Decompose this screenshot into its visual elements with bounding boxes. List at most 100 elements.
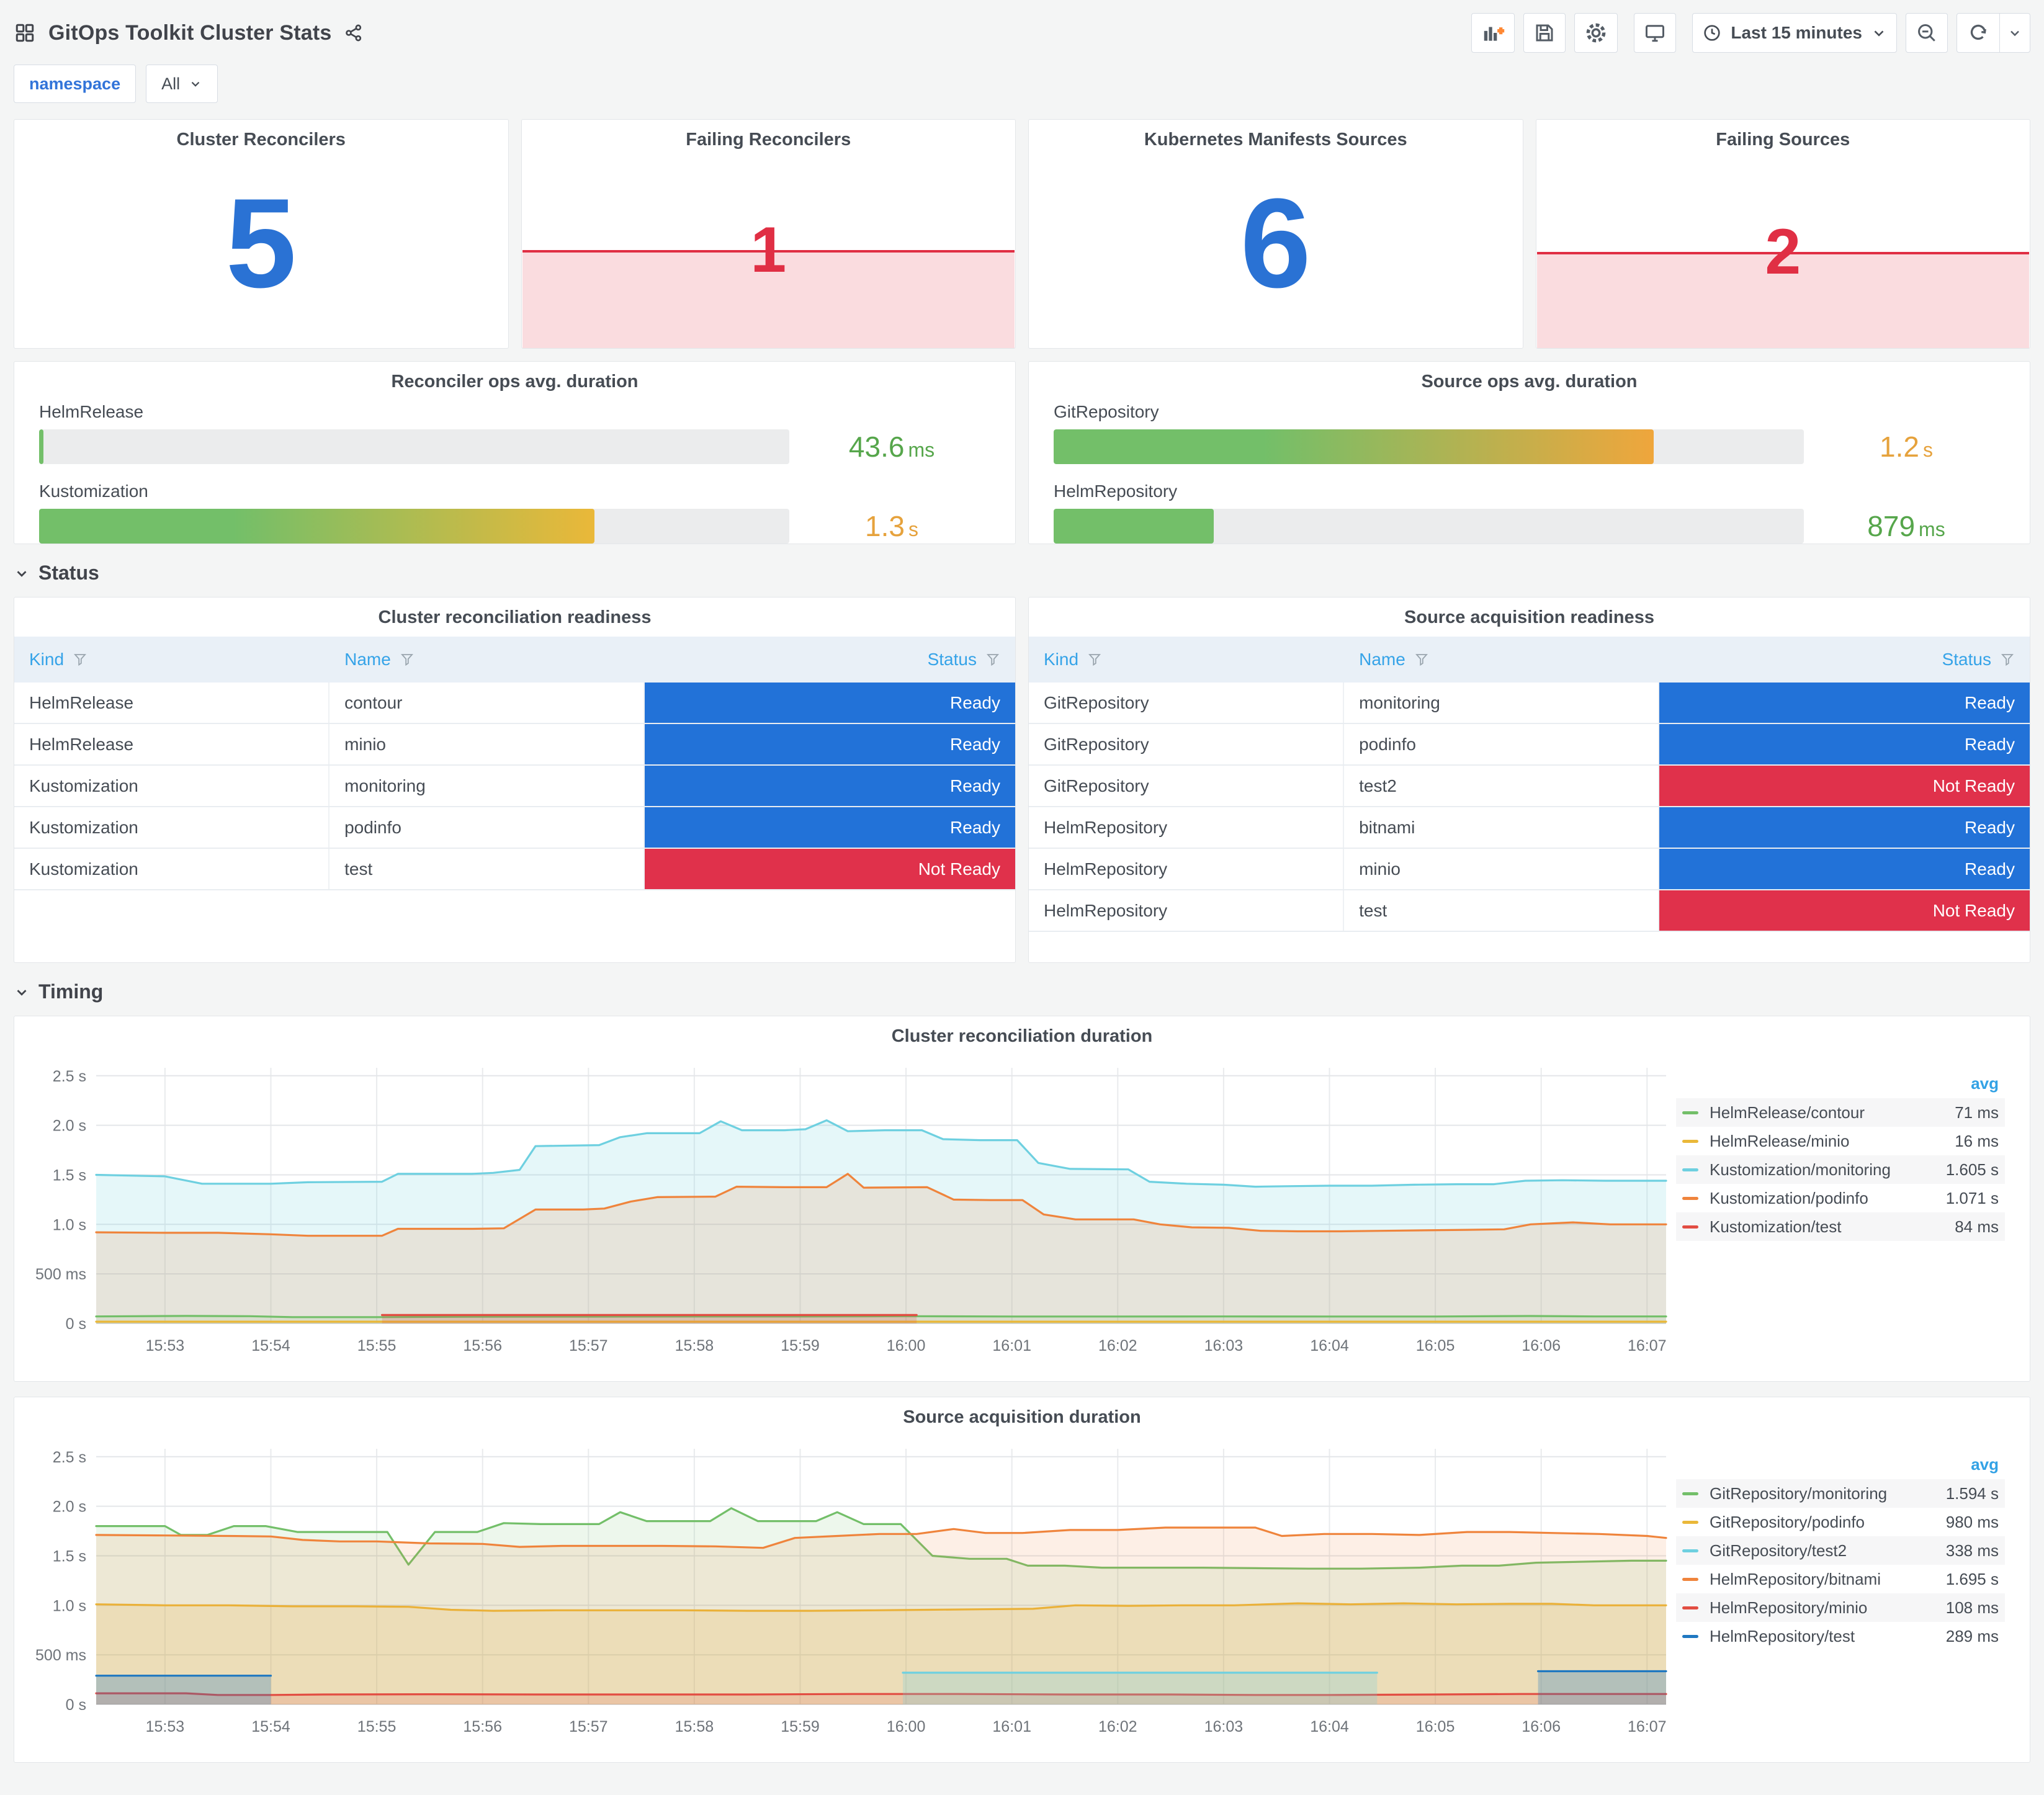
filter-icon[interactable] <box>1087 652 1102 667</box>
svg-text:15:55: 15:55 <box>357 1718 397 1735</box>
panel-title[interactable]: Cluster reconciliation duration <box>891 1026 1153 1046</box>
kiosk-mode-button[interactable] <box>1634 13 1677 53</box>
legend-series-avg: 1.695 s <box>1945 1569 1999 1588</box>
legend-item-kustomization-monitoring[interactable]: Kustomization/monitoring 1.605 s <box>1676 1155 2005 1184</box>
dashboard-settings-button[interactable] <box>1574 13 1618 53</box>
variable-value: All <box>161 74 181 93</box>
chart-legend: avg HelmRelease/contour 71 ms HelmRelease/m… <box>1676 1072 2011 1241</box>
cell-kind: HelmRepository <box>1029 807 1345 848</box>
gauge-bar: 1.3 s <box>39 509 994 544</box>
cell-kind: GitRepository <box>1029 724 1345 764</box>
panel-title[interactable]: Kubernetes Manifests Sources <box>1144 130 1407 150</box>
legend-avg-header[interactable]: avg <box>1971 1455 1999 1474</box>
filter-icon[interactable] <box>2000 652 2015 667</box>
cell-kind: Kustomization <box>14 807 330 848</box>
svg-text:15:54: 15:54 <box>251 1718 290 1735</box>
time-range-picker[interactable]: Last 15 minutes <box>1692 13 1897 53</box>
legend-item-helmrelease-contour[interactable]: HelmRelease/contour 71 ms <box>1676 1098 2005 1127</box>
legend-series-avg: 1.594 s <box>1945 1484 1999 1503</box>
filter-icon[interactable] <box>400 652 415 667</box>
stat-panel-failing-reconcilers: Failing Reconcilers 1 <box>521 119 1016 349</box>
gauge-fill <box>39 429 44 464</box>
template-variables: namespace All <box>14 65 2030 103</box>
refresh-button[interactable] <box>1957 14 1999 52</box>
add-panel-button[interactable] <box>1471 13 1515 53</box>
cell-status: Ready <box>645 807 1015 848</box>
section-header-status[interactable]: Status <box>14 562 2030 584</box>
svg-text:15:56: 15:56 <box>463 1718 502 1735</box>
filter-icon[interactable] <box>73 652 87 667</box>
legend-item-kustomization-podinfo[interactable]: Kustomization/podinfo 1.071 s <box>1676 1184 2005 1212</box>
column-header-kind[interactable]: Kind <box>1029 650 1344 669</box>
panel-title[interactable]: Source acquisition duration <box>903 1407 1141 1427</box>
legend-item-helmrepository-minio[interactable]: HelmRepository/minio 108 ms <box>1676 1593 2005 1622</box>
svg-text:0 s: 0 s <box>66 1315 86 1333</box>
legend-series-swatch <box>1682 1168 1698 1171</box>
column-header-kind[interactable]: Kind <box>14 650 329 669</box>
legend-avg-header[interactable]: avg <box>1971 1074 1999 1093</box>
legend-series-name: HelmRepository/minio <box>1710 1598 1868 1617</box>
panel-title[interactable]: Failing Reconcilers <box>686 130 851 150</box>
time-series-plot[interactable]: 15:53 15:54 15:55 15:56 15:57 15:58 15:59 16:00… <box>23 1050 1676 1362</box>
timing-charts: Cluster reconciliation duration 15:53 15:5… <box>14 1016 2030 1763</box>
column-header-name[interactable]: Name <box>1344 650 1659 669</box>
svg-text:16:07: 16:07 <box>1628 1337 1667 1354</box>
save-dashboard-button[interactable] <box>1523 13 1566 53</box>
chevron-down-icon <box>14 565 30 581</box>
cell-kind: GitRepository <box>1029 766 1345 806</box>
column-header-status[interactable]: Status <box>1659 650 2030 669</box>
legend-item-gitrepository-monitoring[interactable]: GitRepository/monitoring 1.594 s <box>1676 1479 2005 1508</box>
panel-title[interactable]: Source acquisition readiness <box>1404 607 1654 627</box>
legend-item-helmrelease-minio[interactable]: HelmRelease/minio 16 ms <box>1676 1127 2005 1155</box>
column-header-status[interactable]: Status <box>645 650 1015 669</box>
filter-icon[interactable] <box>985 652 1000 667</box>
cell-name: minio <box>1344 849 1660 889</box>
legend-item-gitrepository-podinfo[interactable]: GitRepository/podinfo 980 ms <box>1676 1508 2005 1536</box>
panel-title[interactable]: Failing Sources <box>1716 130 1850 150</box>
stat-panels-row: Cluster Reconcilers 5 Failing Reconcilers 1… <box>14 119 2030 349</box>
chevron-down-icon <box>189 77 202 91</box>
time-series-plot[interactable]: 15:53 15:54 15:55 15:56 15:57 15:58 15:59 16:00… <box>23 1431 1676 1743</box>
panel-title[interactable]: Cluster reconciliation readiness <box>378 607 652 627</box>
cell-kind: HelmRelease <box>14 724 330 764</box>
gauge-row-helmrepository: HelmRepository 879 ms <box>1054 481 2009 544</box>
dashboard-grid-icon[interactable] <box>14 22 36 44</box>
gauge-panels-row: Reconciler ops avg. duration HelmRelease 4… <box>14 361 2030 544</box>
zoom-out-button[interactable] <box>1906 13 1948 53</box>
panel-title[interactable]: Cluster Reconcilers <box>176 130 346 150</box>
legend-series-name: GitRepository/monitoring <box>1710 1484 1888 1503</box>
column-header-name[interactable]: Name <box>329 650 645 669</box>
svg-text:500 ms: 500 ms <box>35 1266 86 1283</box>
stat-panel-cluster-reconcilers: Cluster Reconcilers 5 <box>14 119 509 349</box>
legend-series-name: HelmRepository/bitnami <box>1710 1569 1881 1588</box>
readiness-table: Kind Name Status HelmRelease contour Ready Hel… <box>14 637 1015 890</box>
cell-status: Ready <box>1659 724 2030 764</box>
legend-series-swatch <box>1682 1225 1698 1229</box>
cell-name: monitoring <box>329 766 645 806</box>
cell-name: test <box>1344 890 1660 931</box>
table-row: HelmRelease minio Ready <box>14 724 1015 766</box>
legend-series-name: Kustomization/podinfo <box>1710 1188 1868 1207</box>
svg-text:15:54: 15:54 <box>251 1337 290 1354</box>
panel-title[interactable]: Reconciler ops avg. duration <box>391 372 639 392</box>
legend-item-helmrepository-test[interactable]: HelmRepository/test 289 ms <box>1676 1622 2005 1650</box>
status-tables-row: Cluster reconciliation readiness Kind Name… <box>14 597 2030 963</box>
section-header-timing[interactable]: Timing <box>14 980 2030 1003</box>
variable-value-dropdown[interactable]: All <box>146 65 218 103</box>
legend-item-gitrepository-test2[interactable]: GitRepository/test2 338 ms <box>1676 1536 2005 1565</box>
filter-icon[interactable] <box>1414 652 1429 667</box>
refresh-interval-caret[interactable] <box>1999 14 2030 52</box>
svg-text:16:04: 16:04 <box>1310 1718 1349 1735</box>
legend-item-helmrepository-bitnami[interactable]: HelmRepository/bitnami 1.695 s <box>1676 1565 2005 1593</box>
legend-item-kustomization-test[interactable]: Kustomization/test 84 ms <box>1676 1212 2005 1241</box>
clock-icon <box>1702 23 1722 43</box>
legend-series-swatch <box>1682 1492 1698 1495</box>
svg-text:16:03: 16:03 <box>1204 1718 1244 1735</box>
share-icon[interactable] <box>344 23 364 43</box>
time-range-label: Last 15 minutes <box>1731 23 1862 42</box>
panel-title[interactable]: Source ops avg. duration <box>1421 372 1638 392</box>
chart-body: 15:53 15:54 15:55 15:56 15:57 15:58 15:59 16:00… <box>14 1050 2030 1362</box>
table-panel-source-acquisition-readiness: Source acquisition readiness Kind Name Stat… <box>1028 597 2030 963</box>
cell-name: minio <box>329 724 645 764</box>
legend-series-swatch <box>1682 1111 1698 1114</box>
